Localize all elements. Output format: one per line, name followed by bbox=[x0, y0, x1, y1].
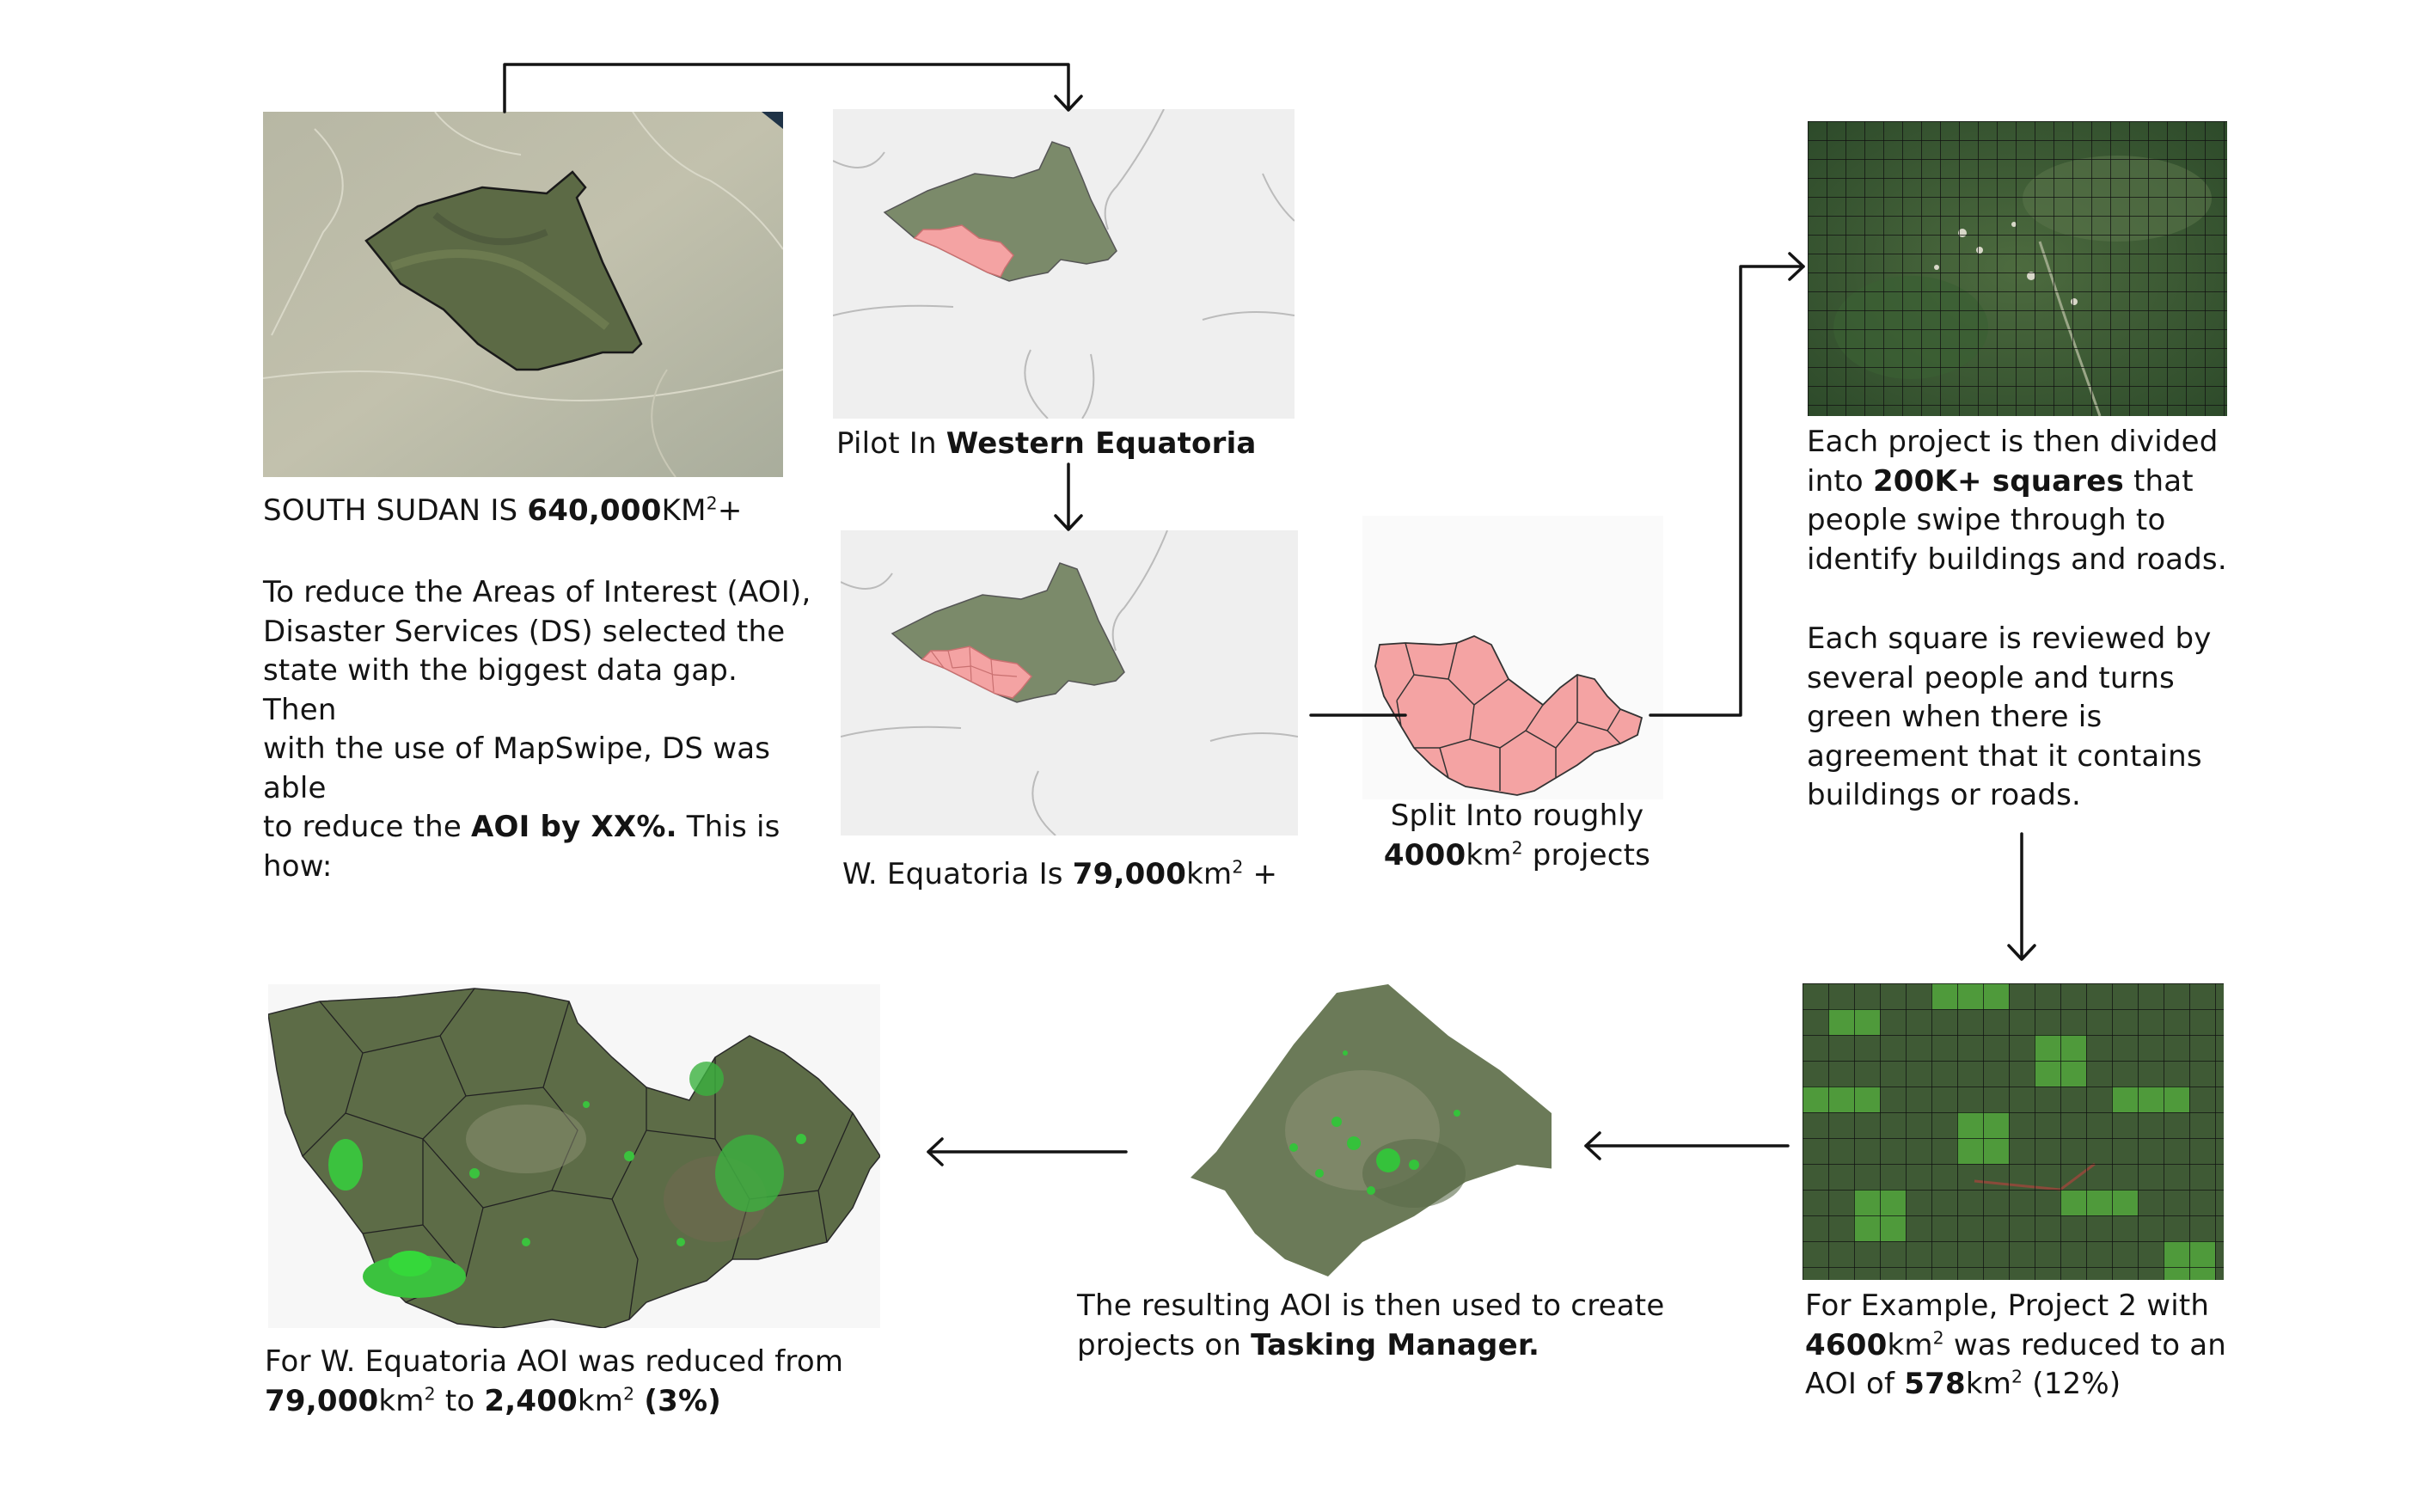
final-value1: 79,000 bbox=[265, 1383, 379, 1418]
intro-bold: AOI by XX%. bbox=[471, 810, 677, 844]
example-value3: 578 bbox=[1904, 1367, 1966, 1401]
final-lead: For W. Equatoria AOI was reduced from bbox=[265, 1344, 844, 1379]
example-caption: For Example, Project 2 with 4600km2 was … bbox=[1805, 1287, 2338, 1405]
review-text: Each square is reviewed by several peopl… bbox=[1807, 621, 2212, 812]
caption-lead: SOUTH SUDAN IS bbox=[263, 493, 528, 528]
example-line1: For Example, Project 2 with bbox=[1805, 1289, 2210, 1323]
split-right-up-arrow bbox=[1649, 252, 1805, 717]
south-sudan-outline-map-with-western-equatoria bbox=[833, 109, 1295, 419]
split-tail: projects bbox=[1522, 837, 1651, 872]
intro-tail: This is how: bbox=[263, 810, 780, 884]
squares-paragraph: Each project is then divided into 200K+ … bbox=[1807, 423, 2288, 579]
wequatoria-size-caption: W. Equatoria Is 79,000km2 + bbox=[842, 855, 1277, 895]
tasking-lead: The resulting AOI is then used to create… bbox=[1077, 1289, 1665, 1362]
tasking-manager-name: Tasking Manager. bbox=[1251, 1327, 1540, 1362]
south-sudan-satellite-map bbox=[263, 112, 783, 477]
example-lead3: AOI of bbox=[1805, 1367, 1905, 1401]
example-unit3: km bbox=[1965, 1367, 2012, 1401]
final-percent: (3%) bbox=[644, 1383, 721, 1418]
example-exp3: 2 bbox=[2011, 1366, 2023, 1387]
wequatoria-tail: + bbox=[1243, 857, 1278, 891]
final-value2: 2,400 bbox=[484, 1383, 578, 1418]
final-tail bbox=[634, 1384, 644, 1418]
example-mid: was reduced to an bbox=[1943, 1327, 2227, 1362]
grid-down-arrow bbox=[2007, 832, 2036, 961]
squares-tail: that people swipe through to identify bu… bbox=[1807, 463, 2227, 577]
area-exponent: 2 bbox=[706, 493, 718, 514]
example-unit1: km bbox=[1887, 1327, 1933, 1362]
pilot-state-name: Western Equatoria bbox=[946, 426, 1257, 461]
satellite-grid-validated-squares bbox=[1803, 983, 2224, 1280]
final-unit1: km bbox=[378, 1383, 425, 1418]
wequatoria-unit: km bbox=[1186, 857, 1233, 891]
south-sudan-area-caption: SOUTH SUDAN IS 640,000KM2+ bbox=[263, 492, 743, 531]
loop-top-arrow bbox=[503, 63, 1083, 113]
wequatoria-lead: W. Equatoria Is bbox=[842, 857, 1073, 891]
split-caption: Split Into roughly 4000km2 projects bbox=[1367, 797, 1668, 875]
intro-paragraph: To reduce the Areas of Interest (AOI), D… bbox=[263, 573, 813, 886]
split-value: 4000 bbox=[1383, 837, 1466, 872]
pilot-down-arrow bbox=[1054, 462, 1083, 531]
western-equatoria-voronoi-projects bbox=[1362, 516, 1663, 799]
split-line1: Split Into roughly bbox=[1390, 799, 1644, 833]
example-tail3: (12%) bbox=[2023, 1367, 2121, 1401]
squares-lead: Each project is then divided into bbox=[1807, 425, 2219, 499]
pilot-caption: Pilot In Western Equatoria bbox=[836, 425, 1257, 464]
final-mid: to bbox=[435, 1383, 485, 1418]
wequatoria-value: 79,000 bbox=[1072, 857, 1187, 891]
final-unit2: km bbox=[577, 1383, 624, 1418]
split-unit: km bbox=[1466, 837, 1512, 872]
area-value: 640,000 bbox=[527, 493, 662, 528]
example-value1: 4600 bbox=[1805, 1327, 1888, 1362]
final-exp2: 2 bbox=[623, 1383, 635, 1405]
example-left-arrow bbox=[1584, 1131, 1790, 1160]
caption-tail: + bbox=[717, 493, 743, 528]
project-2-aoi-satellite bbox=[1191, 984, 1552, 1276]
western-equatoria-subdivided-map bbox=[841, 530, 1298, 836]
final-exp1: 2 bbox=[424, 1383, 436, 1405]
final-caption: For W. Equatoria AOI was reduced from 79… bbox=[265, 1343, 935, 1421]
example-exp1: 2 bbox=[1932, 1327, 1944, 1349]
tasking-caption: The resulting AOI is then used to create… bbox=[1077, 1287, 1696, 1365]
intro-text: To reduce the Areas of Interest (AOI), D… bbox=[263, 575, 811, 844]
review-paragraph: Each square is reviewed by several peopl… bbox=[1807, 620, 2288, 816]
western-equatoria-final-aoi bbox=[268, 984, 880, 1328]
satellite-grid-squares bbox=[1808, 121, 2227, 416]
squares-bold: 200K+ squares bbox=[1872, 463, 2124, 499]
area-unit: KM bbox=[661, 493, 707, 528]
tasking-left-arrow bbox=[927, 1137, 1128, 1166]
wequatoria-exponent: 2 bbox=[1232, 856, 1244, 878]
pilot-lead: Pilot In bbox=[836, 426, 946, 461]
split-exponent: 2 bbox=[1511, 837, 1523, 859]
